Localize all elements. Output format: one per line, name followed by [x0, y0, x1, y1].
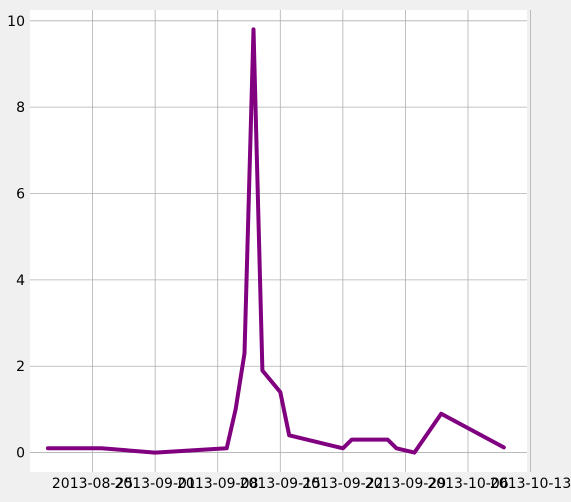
x-tick-label: 2013-09-08	[177, 476, 258, 492]
y-tick-label: 2	[16, 359, 25, 375]
y-tick-label: 10	[7, 14, 25, 30]
x-tick-label: 2013-09-01	[114, 476, 195, 492]
x-axis-ticks: 2013-08-252013-09-012013-09-082013-09-15…	[52, 476, 571, 492]
y-tick-label: 0	[16, 446, 25, 462]
series-layer	[45, 27, 506, 455]
series-line	[45, 27, 506, 455]
y-tick-label: 6	[16, 187, 25, 203]
x-tick-label: 2013-10-06	[427, 476, 508, 492]
y-tick-label: 4	[16, 273, 25, 289]
y-axis-ticks: 0 2 4 6 8 10	[7, 14, 25, 462]
grid	[30, 10, 531, 472]
x-tick-label: 2013-10-13	[490, 476, 571, 492]
plot-area	[30, 10, 527, 472]
x-tick-label: 2013-09-15	[240, 476, 321, 492]
x-tick-label: 2013-08-25	[52, 476, 133, 492]
x-tick-label: 2013-09-29	[365, 476, 446, 492]
x-tick-label: 2013-09-22	[302, 476, 383, 492]
y-tick-label: 8	[16, 100, 25, 116]
